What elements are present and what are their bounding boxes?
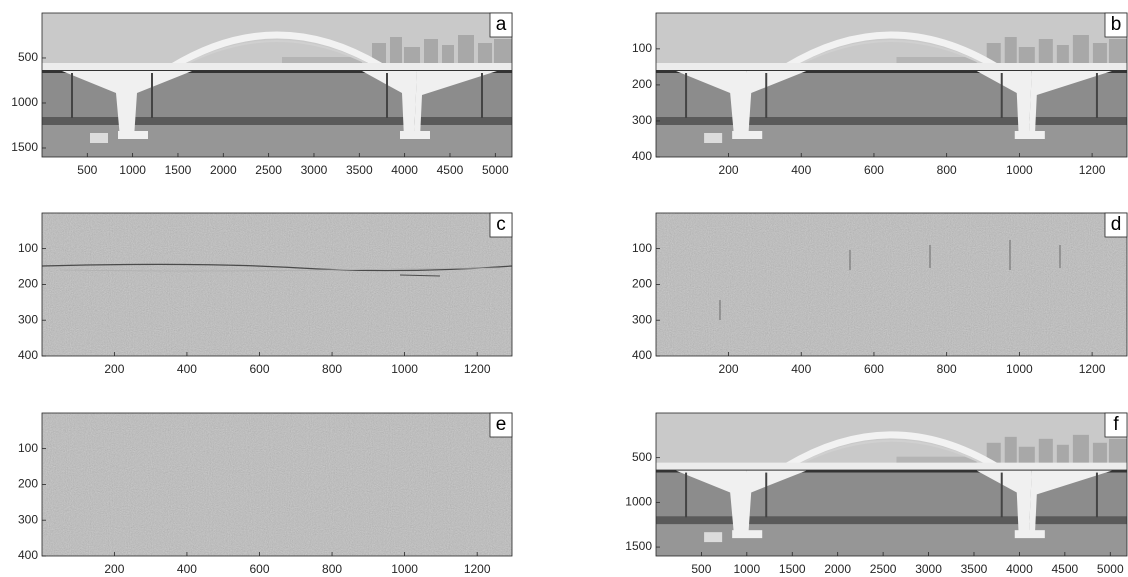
x-tick-label: 200: [104, 562, 124, 576]
x-tick-label: 1000: [391, 362, 418, 376]
panel-label: a: [496, 14, 507, 35]
y-tick-label: 1000: [625, 495, 652, 509]
panel-label: e: [496, 414, 507, 435]
x-tick-label: 800: [322, 362, 342, 376]
x-tick-label: 200: [719, 362, 739, 376]
x-tick-label: 200: [104, 362, 124, 376]
panel-label: b: [1111, 14, 1122, 35]
x-tick-label: 3500: [961, 562, 988, 576]
y-tick-label: 300: [18, 312, 38, 326]
y-tick-label: 400: [18, 548, 38, 562]
y-tick-label: 500: [632, 450, 652, 464]
y-tick-label: 200: [18, 477, 38, 491]
x-tick-label: 2500: [870, 562, 897, 576]
x-tick-label: 600: [249, 362, 269, 376]
y-tick-label: 200: [632, 277, 652, 291]
image: [656, 13, 1127, 157]
y-tick-label: 300: [632, 312, 652, 326]
x-tick-label: 200: [719, 163, 739, 177]
x-tick-label: 5000: [1097, 562, 1124, 576]
y-tick-label: 500: [18, 50, 38, 64]
panel-label: d: [1111, 214, 1122, 235]
x-tick-label: 4000: [391, 163, 418, 177]
image: [42, 13, 512, 157]
x-tick-label: 800: [937, 163, 957, 177]
x-tick-label: 1200: [1079, 163, 1106, 177]
y-tick-label: 100: [632, 41, 652, 55]
x-tick-label: 1500: [779, 562, 806, 576]
x-tick-label: 600: [249, 562, 269, 576]
image: [42, 413, 512, 556]
x-tick-label: 1200: [1079, 362, 1106, 376]
y-tick-label: 1500: [11, 140, 38, 154]
y-tick-label: 200: [18, 277, 38, 291]
x-tick-label: 600: [864, 163, 884, 177]
x-tick-label: 400: [177, 562, 197, 576]
y-tick-label: 100: [632, 241, 652, 255]
y-tick-label: 400: [632, 348, 652, 362]
x-tick-label: 600: [864, 362, 884, 376]
x-tick-label: 400: [791, 163, 811, 177]
x-tick-label: 1200: [464, 562, 491, 576]
x-tick-label: 3000: [915, 562, 942, 576]
x-tick-label: 500: [77, 163, 97, 177]
figure: 500 1000 1500 2000 2500 3000 3500 4000 4500 5000 5…: [0, 0, 1128, 577]
y-tick-label: 300: [18, 512, 38, 526]
x-tick-label: 1500: [165, 163, 192, 177]
x-tick-label: 1000: [733, 562, 760, 576]
image: [42, 213, 512, 356]
x-tick-label: 1200: [464, 362, 491, 376]
y-tick-label: 100: [18, 441, 38, 455]
x-tick-label: 4500: [437, 163, 464, 177]
x-tick-label: 2000: [824, 562, 851, 576]
y-tick-label: 100: [18, 241, 38, 255]
x-tick-label: 1000: [1006, 163, 1033, 177]
image: [656, 413, 1127, 556]
y-tick-label: 200: [632, 77, 652, 91]
x-tick-label: 5000: [482, 163, 509, 177]
image: [656, 213, 1127, 356]
x-tick-label: 400: [177, 362, 197, 376]
x-tick-label: 1000: [1006, 362, 1033, 376]
y-tick-label: 400: [18, 348, 38, 362]
panel-label: c: [496, 214, 506, 235]
x-tick-label: 2000: [210, 163, 237, 177]
y-tick-label: 1000: [11, 95, 38, 109]
x-tick-label: 500: [691, 562, 711, 576]
x-tick-label: 1000: [119, 163, 146, 177]
x-tick-label: 800: [937, 362, 957, 376]
x-tick-label: 1000: [391, 562, 418, 576]
y-tick-label: 1500: [625, 539, 652, 553]
x-tick-label: 4000: [1006, 562, 1033, 576]
x-tick-label: 4500: [1051, 562, 1078, 576]
x-tick-label: 3000: [301, 163, 328, 177]
x-tick-label: 3500: [346, 163, 373, 177]
y-tick-label: 400: [632, 149, 652, 163]
x-tick-label: 800: [322, 562, 342, 576]
panel-label: f: [1113, 414, 1119, 435]
x-tick-label: 400: [791, 362, 811, 376]
y-tick-label: 300: [632, 113, 652, 127]
x-tick-label: 2500: [255, 163, 282, 177]
